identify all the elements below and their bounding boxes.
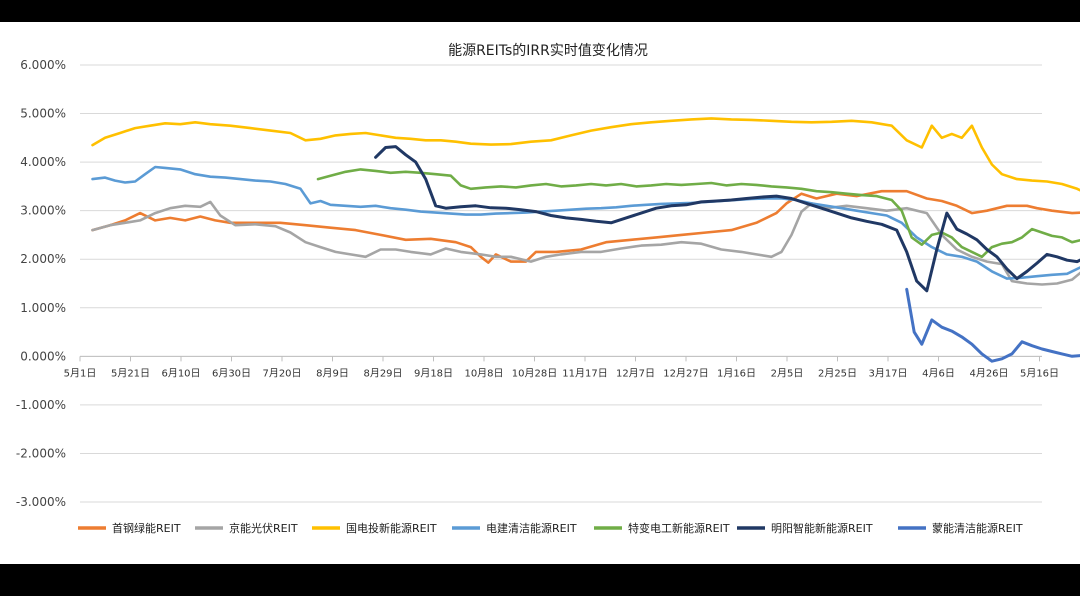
x-tick-label: 4月26日	[969, 367, 1008, 379]
x-tick-label: 1月16日	[717, 367, 756, 379]
series-line-5	[316, 168, 1080, 259]
x-tick-label: 10月28日	[512, 367, 557, 379]
series-line-6	[374, 145, 1080, 293]
y-tick-label: 5.000%	[20, 107, 66, 121]
series-line-3	[91, 117, 1080, 192]
x-tick-label: 12月7日	[616, 367, 655, 379]
legend-label: 蒙能清洁能源REIT	[932, 521, 1023, 535]
y-axis-ticks: 6.000% 5.000% 4.000% 3.000% 2.000% 1.000% 0.00…	[16, 58, 66, 509]
legend: 首钢绿能REIT 京能光伏REIT 国电投新能源REIT 电建清洁能源REIT 特变电工…	[78, 521, 1023, 535]
x-tick-label: 10月8日	[464, 367, 503, 379]
y-tick-label: 6.000%	[20, 58, 66, 72]
legend-label: 特变电工新能源REIT	[628, 521, 730, 535]
x-tick-label: 2月5日	[771, 367, 804, 379]
x-tick-label: 11月17日	[562, 367, 607, 379]
legend-label: 电建清洁能源REIT	[486, 521, 577, 535]
series-line-7	[905, 287, 1080, 363]
y-tick-label: 2.000%	[20, 252, 66, 266]
x-tick-label: 4月6日	[922, 367, 955, 379]
x-tick-label: 6月10日	[161, 367, 200, 379]
legend-label: 京能光伏REIT	[229, 521, 298, 535]
x-tick-label: 5月1日	[64, 367, 97, 379]
x-tick-label: 5月16日	[1020, 367, 1059, 379]
y-tick-label: 3.000%	[20, 204, 66, 218]
x-tick-label: 6月30日	[212, 367, 251, 379]
y-tick-label: 4.000%	[20, 155, 66, 169]
gridlines	[80, 64, 1042, 503]
y-tick-label: -2.000%	[16, 446, 66, 460]
y-tick-label: 1.000%	[20, 301, 66, 315]
x-tick-label: 5月21日	[111, 367, 150, 379]
x-tick-label: 7月20日	[262, 367, 301, 379]
x-tick-label: 8月29日	[363, 367, 402, 379]
series-lines	[91, 117, 1080, 363]
legend-label: 国电投新能源REIT	[346, 521, 437, 535]
y-tick-label: -1.000%	[16, 398, 66, 412]
y-tick-label: 0.000%	[20, 349, 66, 363]
x-axis-ticks: 5月1日 5月21日 6月10日 6月30日 7月20日 8月9日 8月29日 9月18日 10…	[64, 356, 1059, 379]
legend-label: 明阳智能新能源REIT	[771, 521, 873, 535]
x-tick-label: 9月18日	[414, 367, 453, 379]
chart-title: 能源REITs的IRR实时值变化情况	[448, 43, 648, 59]
x-tick-label: 12月27日	[663, 367, 708, 379]
series-line-1	[91, 189, 1080, 264]
x-tick-label: 3月17日	[868, 367, 907, 379]
x-tick-label: 8月9日	[316, 367, 349, 379]
y-tick-label: -3.000%	[16, 495, 66, 509]
x-tick-label: 2月25日	[818, 367, 857, 379]
legend-label: 首钢绿能REIT	[112, 521, 181, 535]
chart-background	[0, 22, 1080, 564]
